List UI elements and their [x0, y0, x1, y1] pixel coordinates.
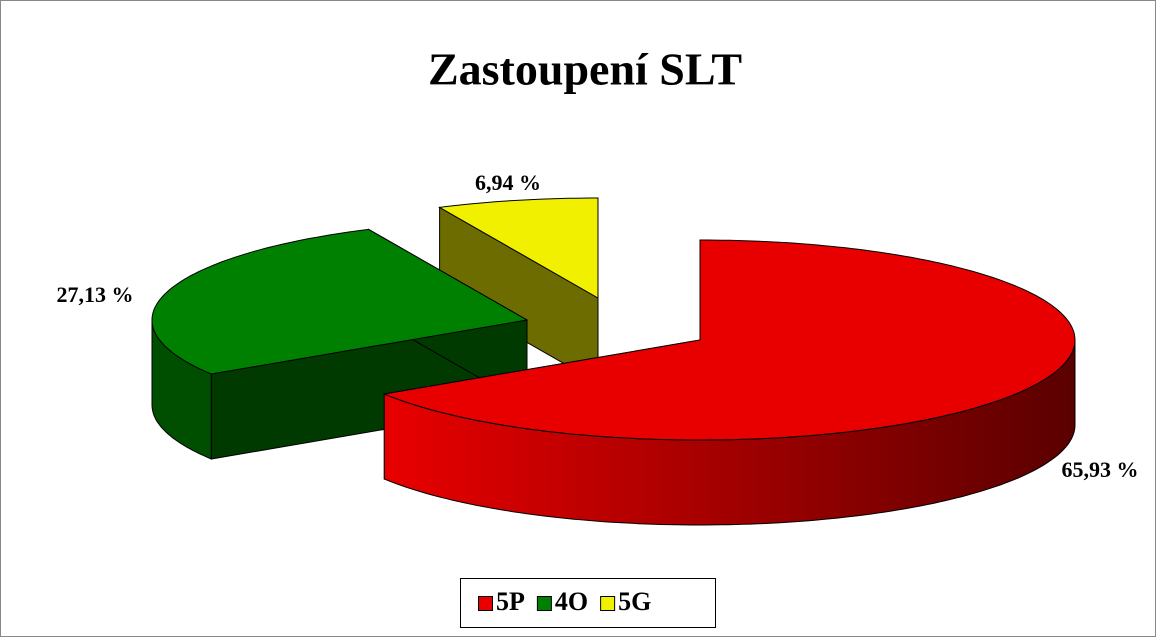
data-label: 27,13 % [57, 282, 134, 307]
slice-top [438, 197, 599, 299]
slice-top [151, 228, 529, 375]
legend-swatch [600, 596, 616, 611]
legend: 5P 4O 5G [478, 587, 651, 616]
slice-top [382, 239, 1076, 441]
chart-title: Zastoupení SLT [428, 44, 742, 95]
legend-swatch [478, 596, 493, 611]
data-label: 65,93 % [1062, 457, 1139, 482]
legend-label: 4O [555, 587, 588, 616]
legend-box [460, 578, 716, 628]
pie [151, 197, 1076, 526]
legend-label: 5G [618, 587, 651, 616]
slice [382, 239, 1076, 526]
legend-swatch [536, 596, 552, 611]
legend-label: 5P [496, 587, 525, 616]
data-label: 6,94 % [475, 170, 541, 195]
slice [151, 228, 529, 460]
slice [438, 197, 599, 384]
